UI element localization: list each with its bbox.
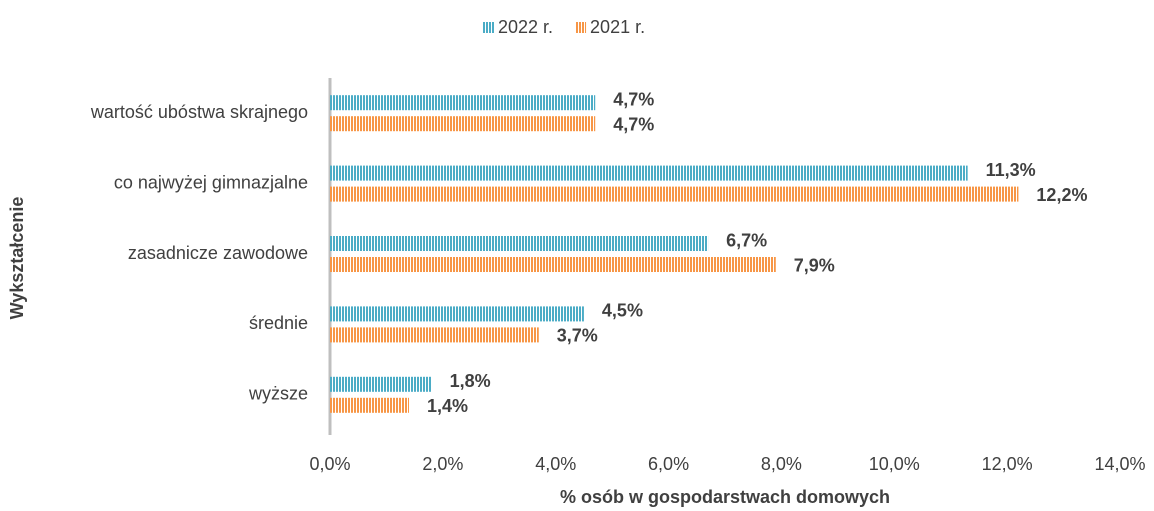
- x-tick-label: 6,0%: [648, 454, 689, 474]
- data-label: 7,9%: [794, 255, 835, 275]
- legend-swatch: [483, 22, 494, 33]
- y-tick-label: zasadnicze zawodowe: [128, 243, 308, 263]
- y-tick-label: wyższe: [248, 384, 308, 404]
- bar: [330, 165, 968, 181]
- data-label: 4,7%: [613, 89, 654, 109]
- x-tick-label: 0,0%: [309, 454, 350, 474]
- bar: [330, 95, 596, 111]
- x-tick-label: 8,0%: [761, 454, 802, 474]
- data-label: 4,7%: [613, 114, 654, 134]
- data-label: 4,5%: [602, 301, 643, 321]
- y-tick-label: co najwyżej gimnazjalne: [114, 172, 308, 192]
- data-label: 3,7%: [557, 326, 598, 346]
- x-tick-label: 14,0%: [1094, 454, 1145, 474]
- data-label: 11,3%: [986, 160, 1036, 180]
- bar: [330, 257, 776, 272]
- bar: [330, 236, 709, 251]
- x-tick-label: 2,0%: [422, 454, 463, 474]
- y-tick-label: wartość ubóstwa skrajnego: [90, 102, 308, 122]
- bar: [330, 397, 409, 413]
- x-tick-label: 4,0%: [535, 454, 576, 474]
- legend-label: 2022 r.: [498, 17, 553, 37]
- legend-swatch: [575, 22, 587, 33]
- y-tick-label: średnie: [249, 313, 308, 333]
- bar: [330, 327, 539, 343]
- data-label: 6,7%: [726, 230, 767, 250]
- x-tick-label: 12,0%: [982, 454, 1033, 474]
- bar: [330, 306, 584, 322]
- data-label: 12,2%: [1036, 185, 1087, 205]
- x-axis-label: % osób w gospodarstwach domowych: [560, 487, 890, 507]
- bar: [330, 376, 432, 392]
- bar: [330, 186, 1019, 202]
- x-tick-label: 10,0%: [869, 454, 920, 474]
- data-label: 1,4%: [427, 396, 468, 416]
- bar: [330, 116, 596, 132]
- data-label: 1,8%: [450, 371, 491, 391]
- legend-label: 2021 r.: [590, 17, 645, 37]
- y-axis-label: Wykształcenie: [7, 197, 27, 320]
